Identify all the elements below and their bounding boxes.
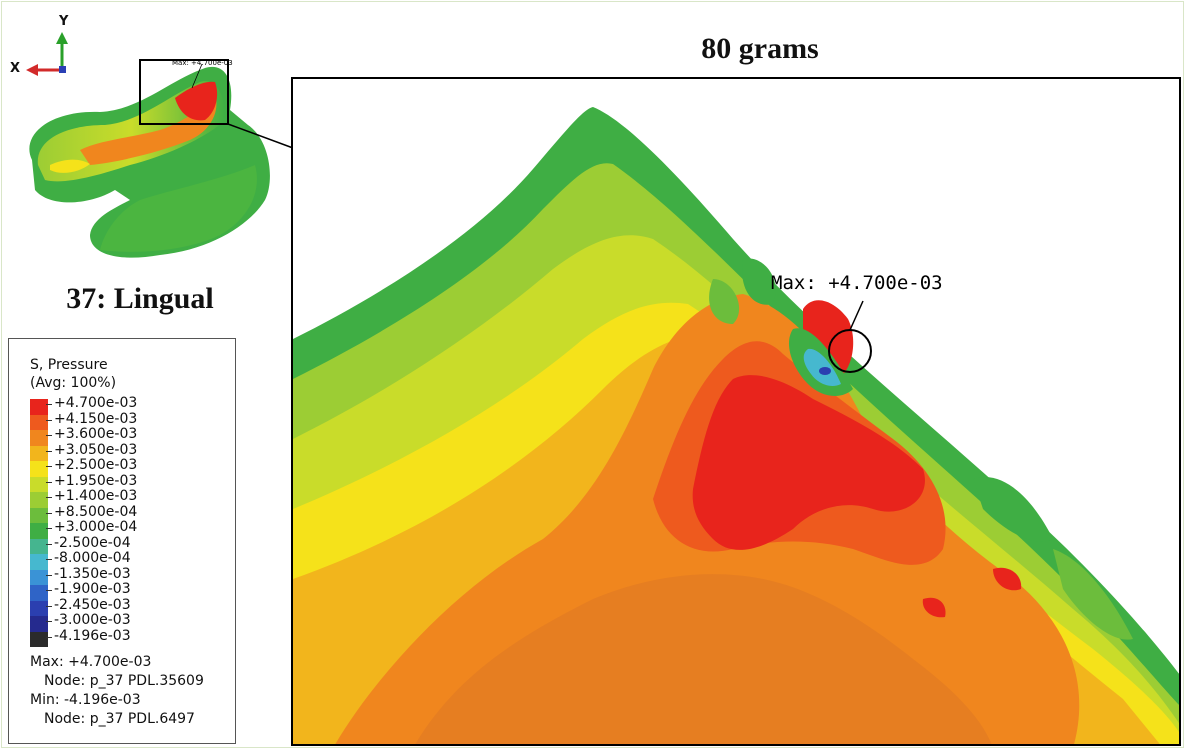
zoomed-contour-view: Max: +4.700e-03 xyxy=(291,77,1181,746)
tooth-label: 37: Lingual xyxy=(66,282,214,315)
legend-value: +3.600e-03 xyxy=(45,426,138,442)
legend-swatch xyxy=(30,399,48,415)
legend-subtitle-text: (Avg: 100%) xyxy=(30,375,117,391)
legend-swatch xyxy=(30,538,48,554)
tooth-model-image: Max: +4.700e-03 xyxy=(29,59,270,258)
y-axis-label: Y xyxy=(59,14,69,29)
main-title: 80 grams xyxy=(701,32,819,65)
legend-value: -2.500e-04 xyxy=(45,535,137,552)
tooth-thumbnail: Max: +4.700e-03 xyxy=(20,40,290,290)
axis-triad: Y X xyxy=(8,14,78,84)
legend-value: -1.900e-03 xyxy=(45,581,137,598)
legend-swatch xyxy=(30,616,48,632)
legend-value: +3.050e-03 xyxy=(45,441,138,458)
legend-value: -3.000e-03 xyxy=(45,612,137,629)
legend-swatch xyxy=(30,600,48,616)
legend-swatch xyxy=(30,523,48,539)
pressure-contour-plot xyxy=(293,107,1179,744)
legend-swatch xyxy=(30,430,48,446)
legend-value: +4.150e-03 xyxy=(45,410,138,427)
legend-value: +1.400e-03 xyxy=(45,488,138,504)
max-annotation: Max: +4.700e-03 xyxy=(771,272,943,294)
legend-swatch xyxy=(30,445,48,461)
legend-swatch xyxy=(30,569,48,585)
legend-value: +3.000e-04 xyxy=(45,519,138,535)
legend-swatch xyxy=(30,507,48,523)
legend-value-list: +4.700e-03 +4.150e-03 +3.600e-03 +3.050e-03… xyxy=(45,395,138,645)
legend-swatch xyxy=(30,414,48,430)
legend-swatch xyxy=(30,585,48,601)
legend-swatch xyxy=(30,492,48,508)
legend-value: -2.450e-03 xyxy=(45,597,137,614)
legend-value: +2.500e-03 xyxy=(45,457,138,473)
legend-swatch xyxy=(30,554,48,570)
legend-swatch xyxy=(30,631,48,647)
thumbnail-max-label: Max: +4.700e-03 xyxy=(172,59,233,67)
legend-min-node: Node: p_37 PDL.6497 xyxy=(44,711,195,727)
legend-value: +8.500e-04 xyxy=(45,503,138,520)
legend-title: S, Pressure (Avg: 100%) xyxy=(30,356,116,392)
legend-max-node: Node: p_37 PDL.35609 xyxy=(44,673,204,689)
x-axis-label: X xyxy=(10,61,21,76)
legend-max-value: Max: +4.700e-03 xyxy=(30,654,152,670)
legend-value: -4.196e-03 xyxy=(45,628,137,645)
legend-value: -8.000e-04 xyxy=(45,550,137,567)
legend-stats: Max: +4.700e-03 Node: p_37 PDL.35609 Min… xyxy=(30,653,204,729)
legend-value: +1.950e-03 xyxy=(45,472,138,489)
legend-value: -1.350e-03 xyxy=(45,566,137,583)
legend-swatch xyxy=(30,461,48,477)
legend-colorbar xyxy=(30,399,48,647)
legend-swatch xyxy=(30,476,48,492)
axis-arrows-icon xyxy=(26,32,68,76)
legend-title-text: S, Pressure xyxy=(30,357,108,373)
legend-value: +4.700e-03 xyxy=(45,395,138,411)
legend-min-value: Min: -4.196e-03 xyxy=(30,692,141,708)
